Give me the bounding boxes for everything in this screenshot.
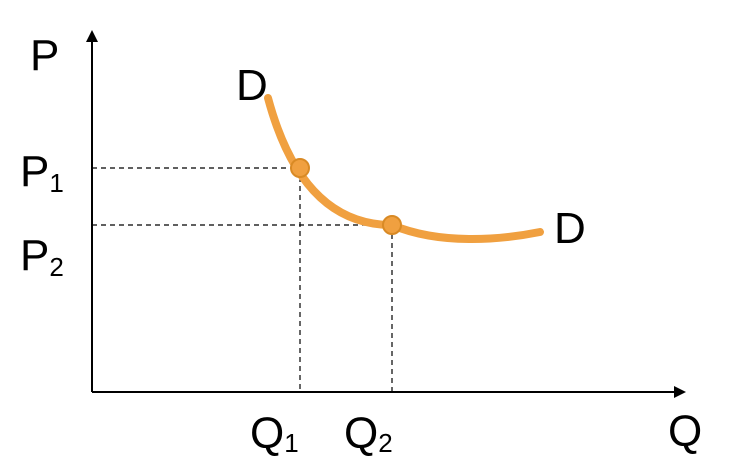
point-1 bbox=[290, 158, 310, 178]
p2-label: P2 bbox=[20, 231, 64, 282]
p1-label: P1 bbox=[20, 147, 64, 198]
x-axis-label: Q bbox=[668, 407, 702, 456]
y-axis-label: P bbox=[30, 31, 59, 80]
point-2 bbox=[382, 215, 402, 235]
q1-label: Q1 bbox=[250, 409, 299, 458]
q2-label: Q2 bbox=[344, 409, 393, 458]
curve-label-start: D bbox=[236, 61, 268, 110]
curve-label-end: D bbox=[554, 204, 586, 253]
